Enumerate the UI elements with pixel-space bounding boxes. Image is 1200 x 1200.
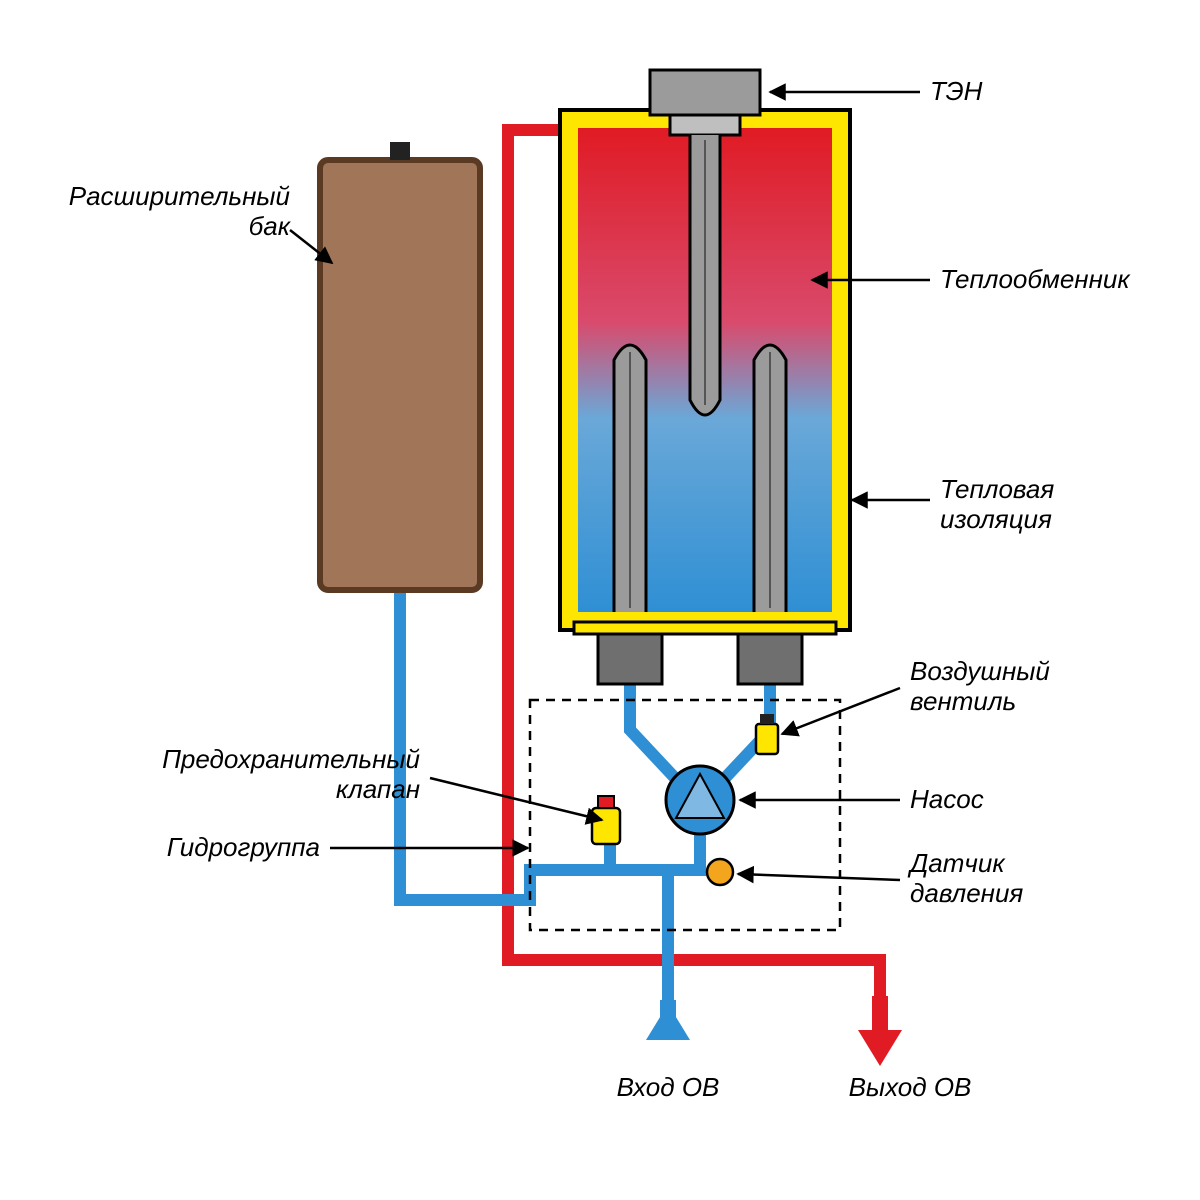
label-expansion-1: Расширительный [69, 181, 290, 211]
label-hydrogroup: Гидрогруппа [167, 832, 320, 862]
expansion-tank [320, 142, 480, 590]
label-safety-2: клапан [336, 774, 420, 804]
label-pump: Насос [910, 784, 984, 814]
label-inlet: Вход ОВ [617, 1072, 720, 1102]
pump [666, 766, 734, 834]
label-pressure-2: давления [910, 878, 1023, 908]
label-outlet: Выход ОВ [849, 1072, 972, 1102]
label-insulation-1: Тепловая [940, 474, 1054, 504]
outlet-arrow [858, 996, 902, 1066]
leader-pressure [738, 874, 900, 880]
label-airvalve-1: Воздушный [910, 656, 1050, 686]
label-safety-1: Предохранительный [162, 744, 420, 774]
leader-safety [430, 778, 602, 820]
label-expansion-2: бак [249, 211, 292, 241]
label-pressure-1: Датчик [907, 848, 1006, 878]
label-airvalve-2: вентиль [910, 686, 1016, 716]
inlet-arrow [646, 1000, 690, 1040]
label-exchanger: Теплообменник [940, 264, 1131, 294]
heat-exchanger [560, 70, 850, 684]
label-ten: ТЭН [930, 76, 983, 106]
safety-valve [592, 796, 620, 844]
heating-system-diagram: ТЭН Расширительный бак Теплообменник Теп… [0, 0, 1200, 1200]
pressure-sensor [707, 859, 733, 885]
label-insulation-2: изоляция [940, 504, 1052, 534]
